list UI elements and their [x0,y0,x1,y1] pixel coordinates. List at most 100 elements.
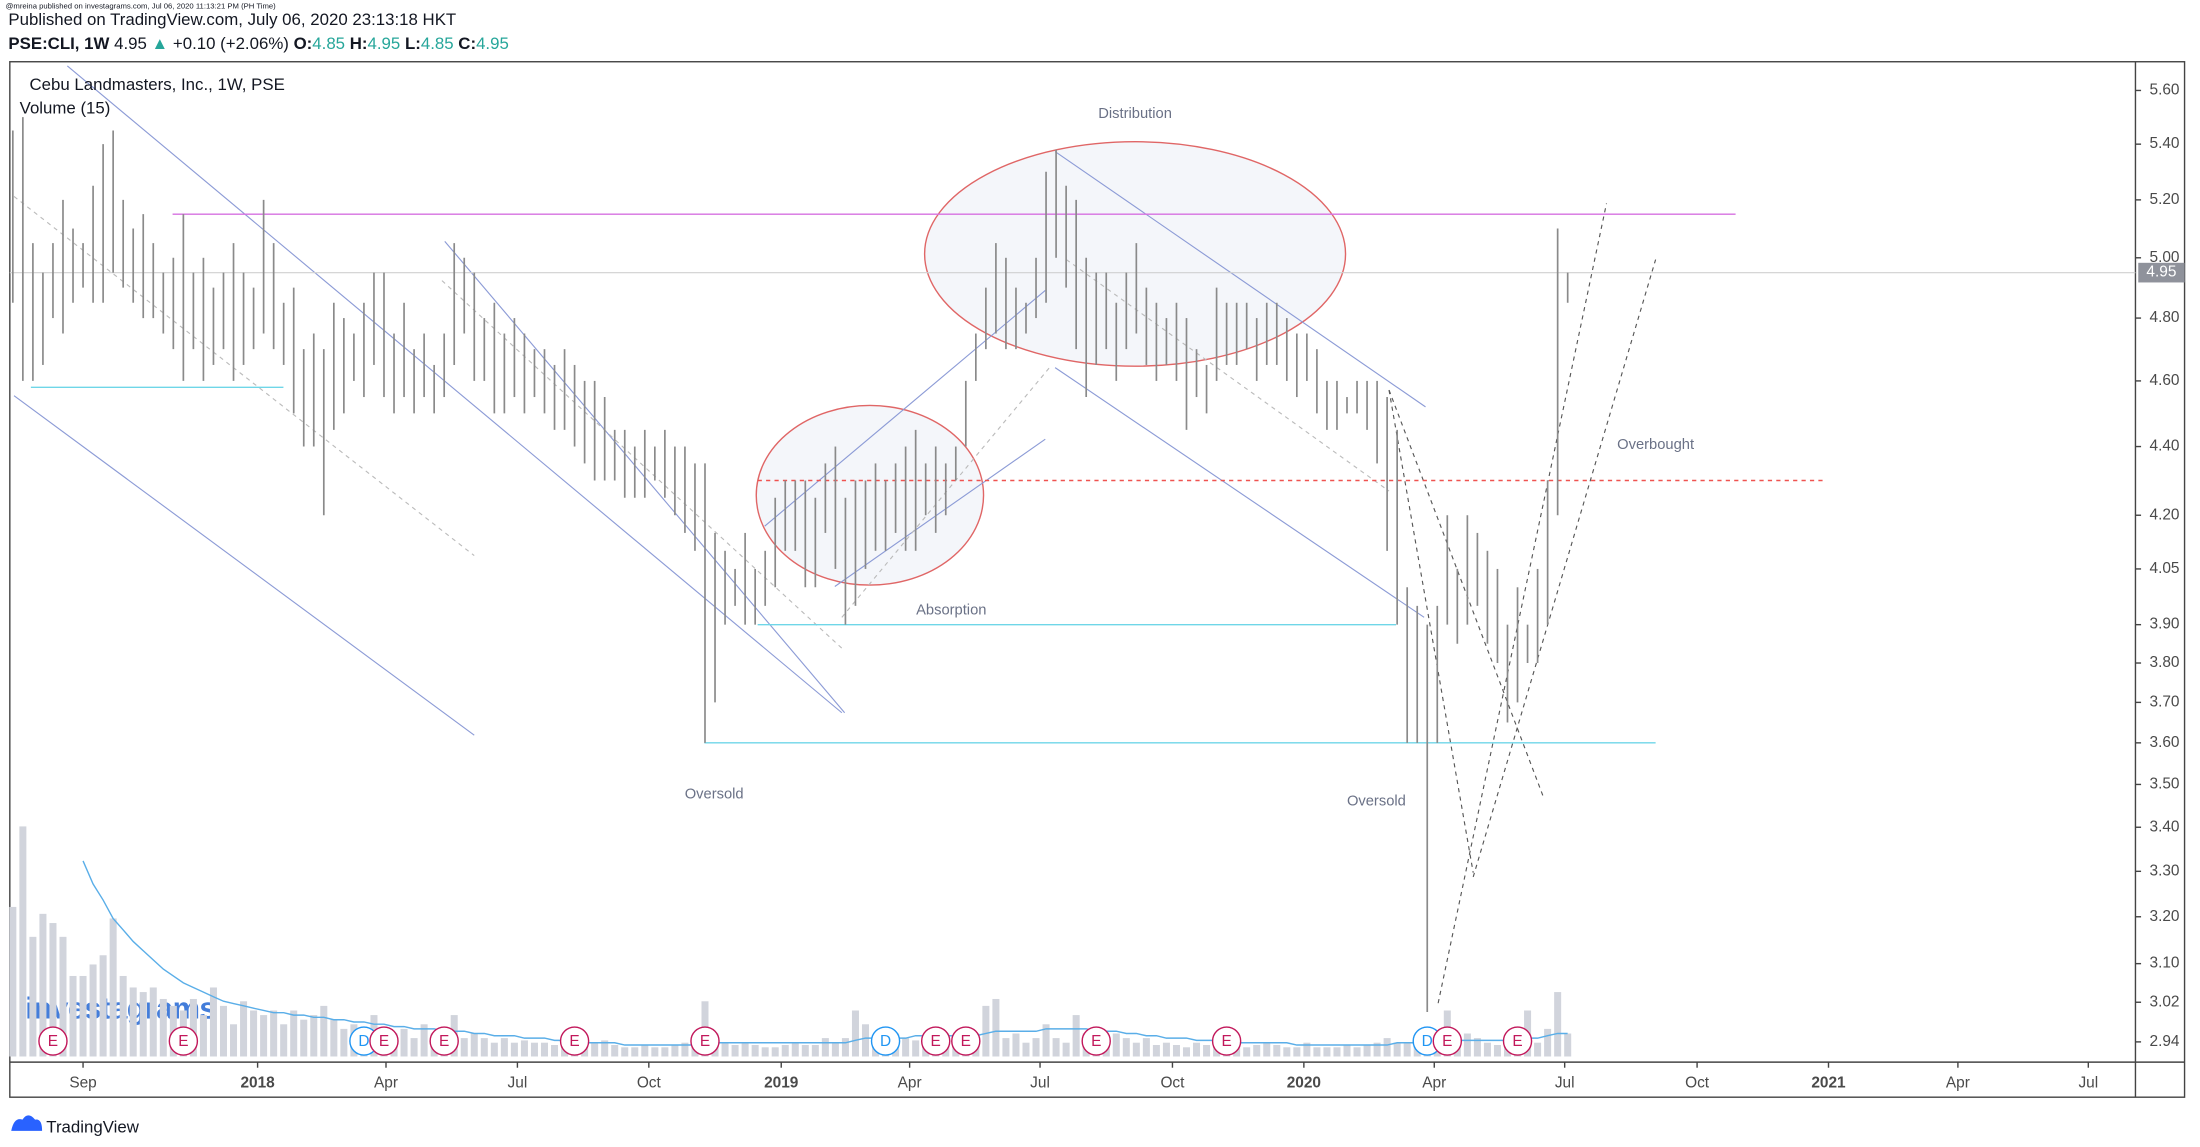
ellipse [923,141,1347,367]
volume-bar [1343,1044,1351,1057]
volume-bar [300,1019,308,1057]
volume-bar [621,1047,629,1057]
low: 4.85 [421,34,454,53]
volume-bar [801,1044,809,1057]
volume-bar [771,1047,779,1057]
channel-line [66,65,843,714]
volume-bar [1122,1038,1130,1057]
volume-bar [811,1044,819,1057]
volume-bar [731,1044,739,1057]
x-tick-label: Apr [1422,1074,1446,1091]
frame [9,61,2186,1098]
volume-bar [902,1038,910,1057]
volume-bar [1473,1038,1481,1057]
event-label: E [379,1033,389,1050]
channel-line [13,395,475,736]
x-tick-label: Sep [69,1074,96,1091]
volume-bar [1353,1047,1361,1057]
volume-bar [1203,1044,1211,1057]
volume-bar [1333,1047,1341,1057]
event-label: D [358,1033,369,1050]
price-badge-label: 4.95 [2146,264,2176,281]
y-tick-label: 5.60 [2149,82,2179,99]
x-tick-label: Jul [2078,1074,2098,1091]
volume-bar [1323,1047,1331,1057]
annotation: Overbought [1617,437,1694,453]
volume-bar [831,1042,839,1057]
y-tick-label: 5.00 [2149,249,2179,266]
volume-bar [741,1042,749,1057]
volume-bar [1022,1042,1030,1057]
volume-bar [1303,1042,1311,1057]
volume-bar [861,1024,870,1057]
event-label: E [48,1033,58,1050]
change: +0.10 (+2.06%) [173,34,289,53]
volume-bar [1042,1024,1050,1057]
volume-bar [1283,1047,1291,1057]
y-tick-label: 3.20 [2149,908,2179,925]
volume-bar [1112,1033,1120,1057]
volume-bar [1373,1042,1381,1057]
volume-bar [520,1040,528,1057]
open: 4.85 [312,34,345,53]
volume-bar [89,964,97,1057]
last: 4.95 [114,34,147,53]
volume-bar [1012,1033,1020,1057]
y-tick-label: 4.60 [2149,372,2179,389]
x-tick-label: 2020 [1287,1074,1321,1091]
event-label: E [1512,1033,1522,1050]
trend-line [1437,203,1608,1004]
volume-bar [39,913,47,1057]
event-marker [429,1026,459,1056]
volume-bar [320,1005,328,1057]
event-label: E [569,1033,579,1050]
volume-bar [340,1028,348,1057]
volume-bar [641,1044,649,1057]
volume-bar [260,1015,268,1057]
volume-bar [1002,1038,1010,1057]
x-tick-label: Jul [508,1074,528,1091]
volume-bar [821,1038,829,1057]
volume-bar [490,1042,498,1057]
volume-bar [500,1038,508,1057]
volume-bar [1072,1015,1080,1057]
volume-bar [611,1044,619,1057]
event-label: D [880,1033,891,1050]
event-marker [1432,1026,1463,1056]
volume-bar [591,1042,599,1057]
arrow: ▲ [152,34,169,53]
volume-ma [82,860,1568,1046]
y-tick-label: 4.20 [2149,506,2179,523]
volume-bar [540,1042,548,1057]
volume-bar [1162,1042,1170,1057]
mid-line [1065,259,1390,492]
event-label: E [1091,1033,1101,1050]
event-label: E [1442,1033,1452,1050]
symbol: PSE:CLI, 1W [8,34,109,53]
x-tick-label: 2018 [240,1074,275,1091]
annotation: Distribution [1098,106,1172,122]
volume-bar [1263,1042,1271,1057]
volume-bar [410,1038,418,1057]
volume-bar [1493,1044,1501,1057]
event-marker [168,1026,199,1056]
y-tick-label: 3.40 [2149,818,2179,835]
volume-bar [9,906,17,1057]
volume-bar [1313,1047,1321,1057]
volume-bar [651,1047,659,1057]
footer-logo [11,1115,43,1131]
volume-bar [551,1044,559,1057]
volume-bar [761,1047,769,1057]
volume-bar [1253,1044,1261,1057]
volume-bar [781,1044,789,1057]
volume-bar [209,987,217,1057]
volume-bar [59,936,67,1057]
close-label: C: [458,34,476,53]
volume-bar [470,1033,478,1057]
volume-bar [601,1040,609,1057]
volume-bar [791,1042,799,1057]
volume-bar [1233,1047,1241,1057]
volume-bar [510,1042,518,1057]
volume-bar [240,1001,248,1057]
